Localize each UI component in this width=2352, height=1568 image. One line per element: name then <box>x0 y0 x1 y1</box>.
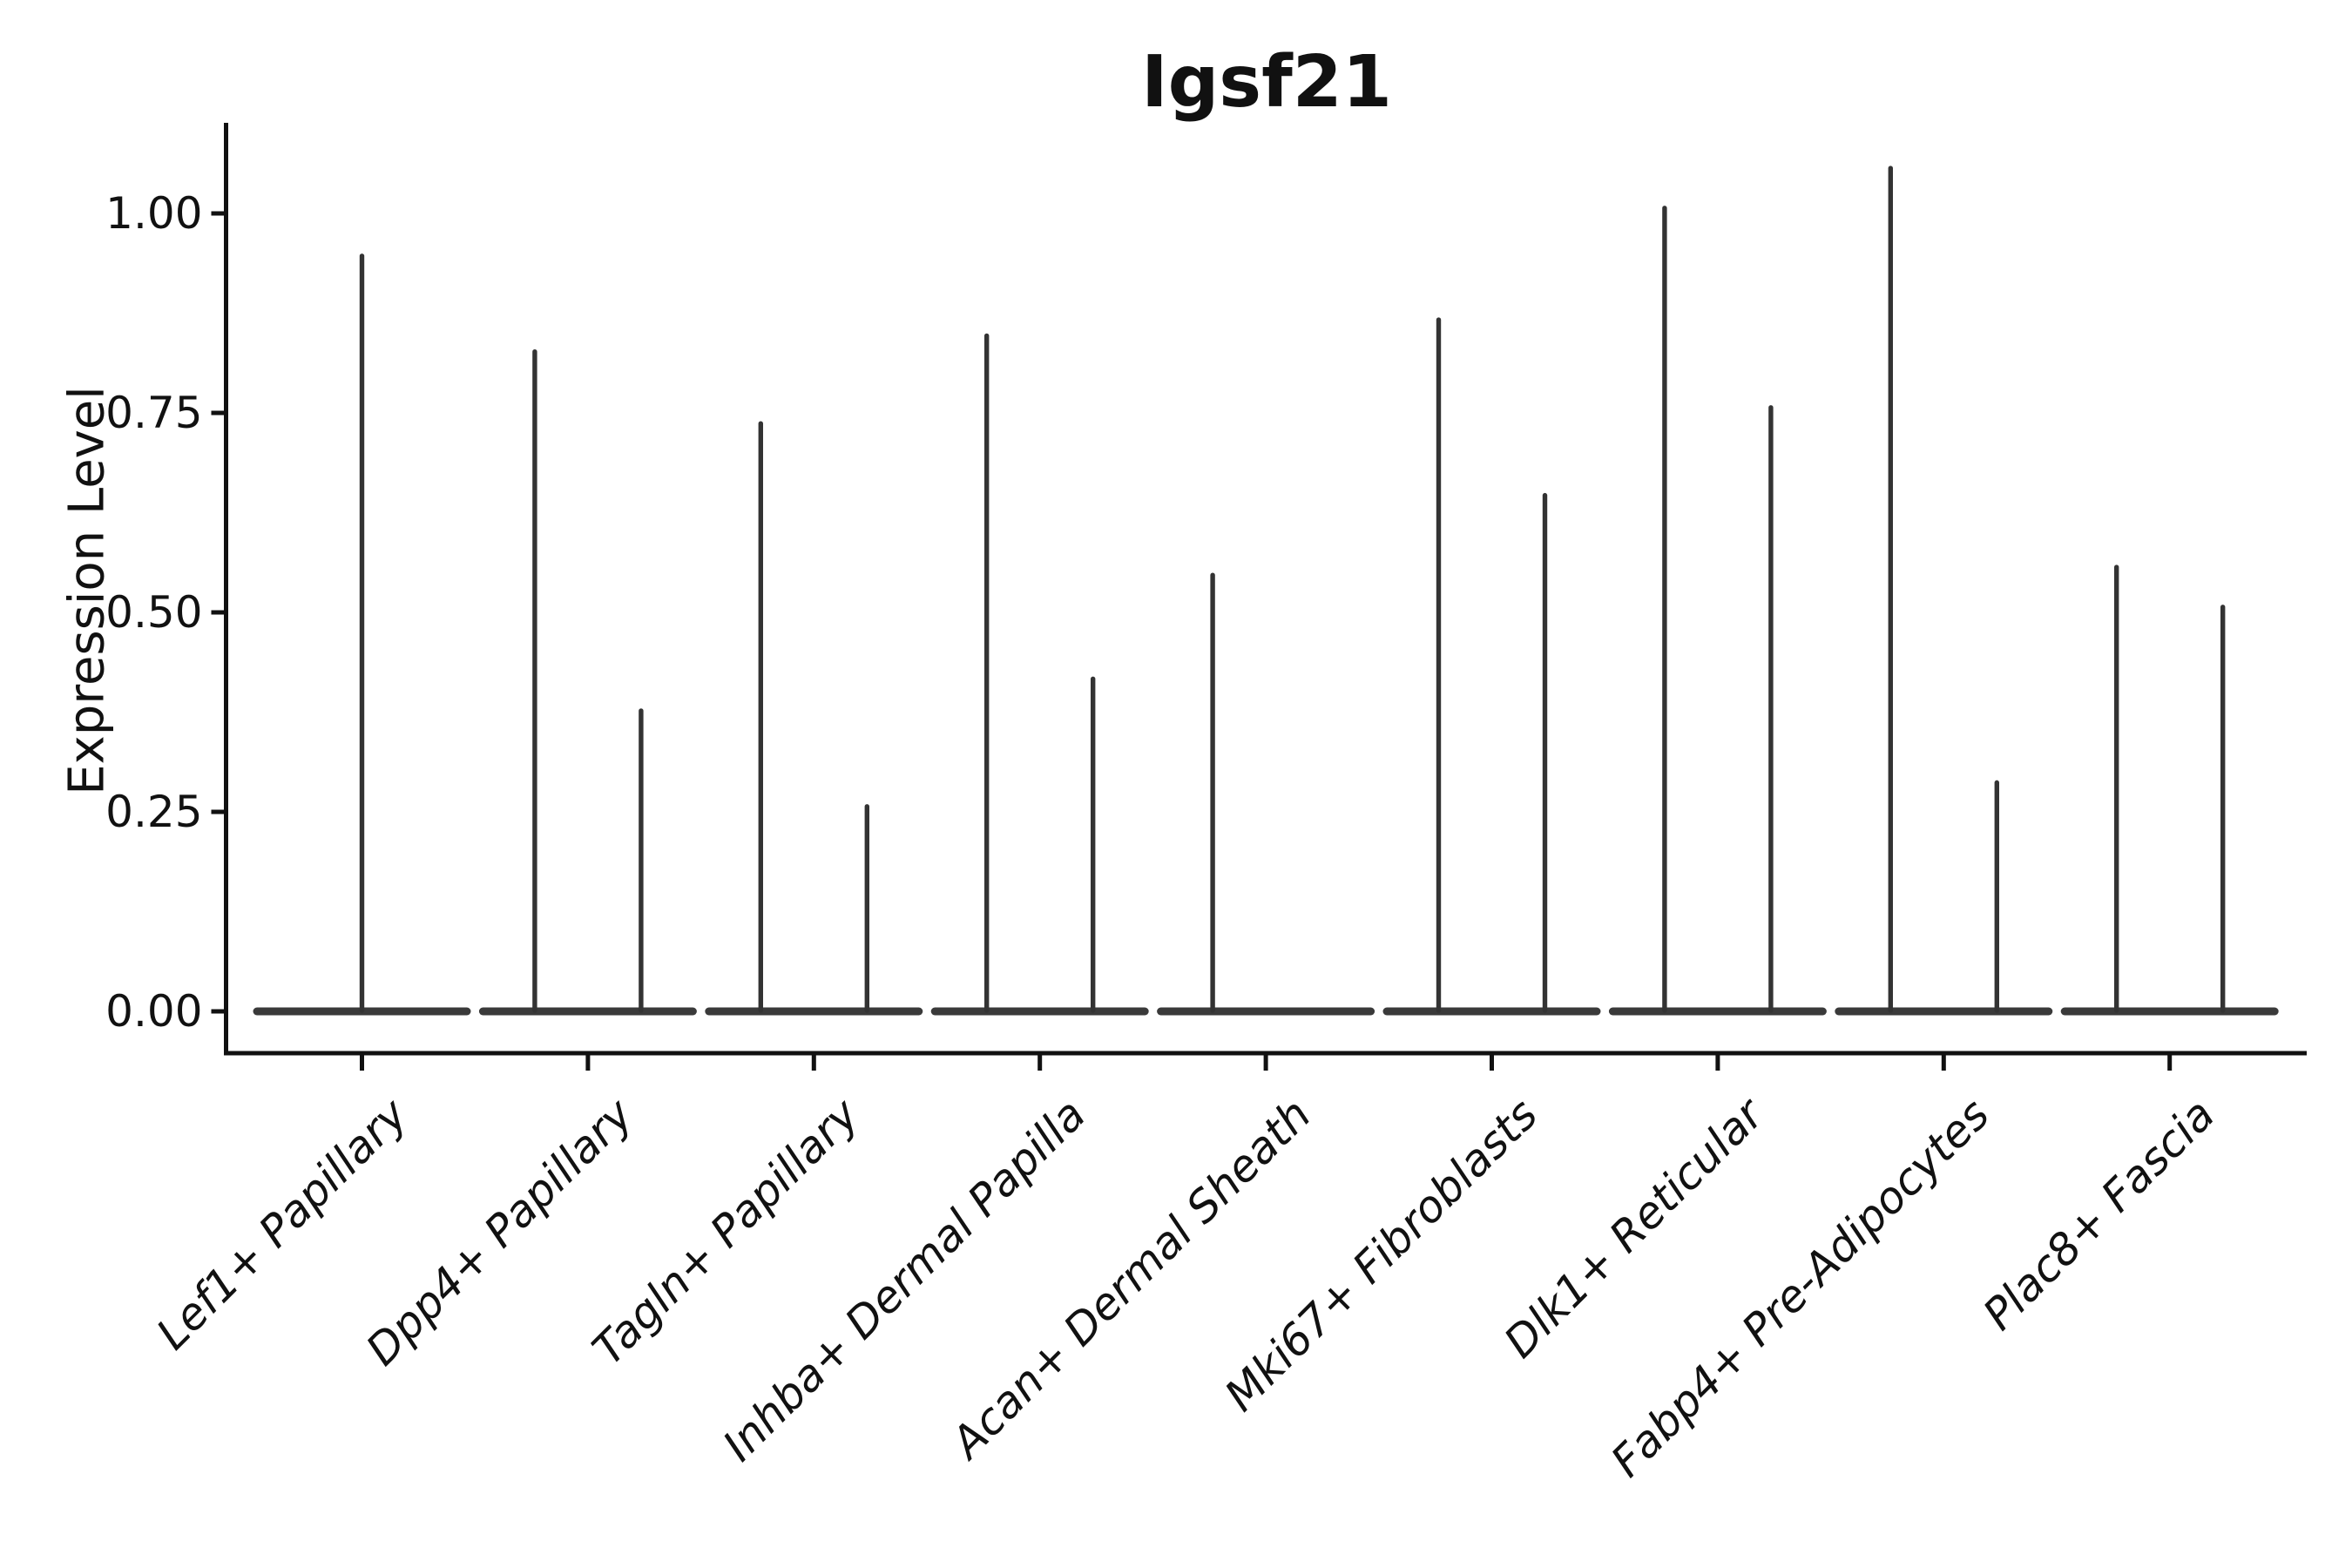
chart-title: Igsf21 <box>1141 41 1392 124</box>
y-tick-label: 0.50 <box>105 587 202 638</box>
y-tick-label: 1.00 <box>105 188 202 239</box>
y-tick-label: 0.75 <box>105 388 202 438</box>
y-tick-label: 0.00 <box>105 986 202 1037</box>
y-tick-label: 0.25 <box>105 787 202 837</box>
